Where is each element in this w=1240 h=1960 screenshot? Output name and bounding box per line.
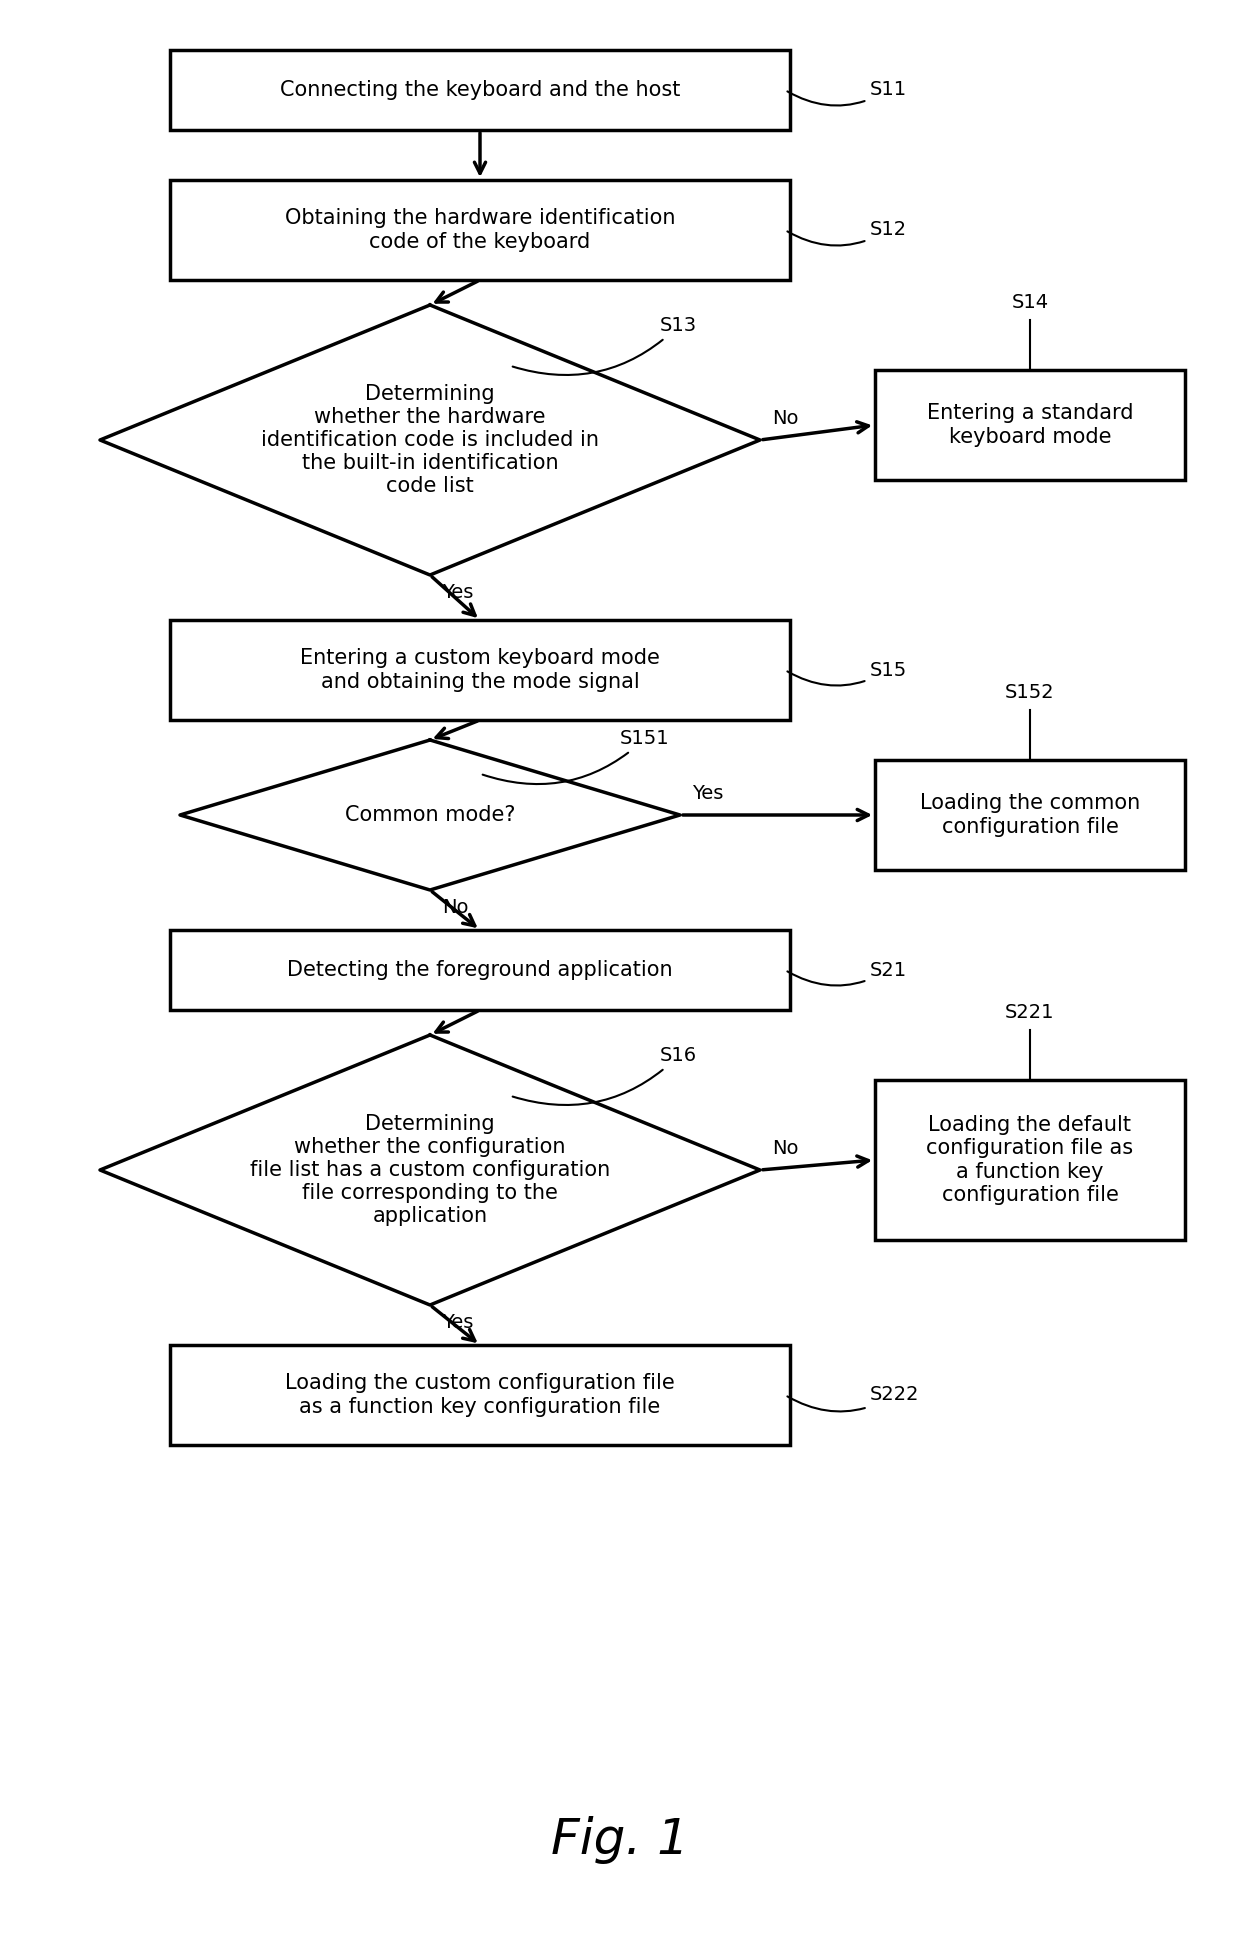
Text: Detecting the foreground application: Detecting the foreground application bbox=[288, 960, 673, 980]
Text: S222: S222 bbox=[787, 1386, 920, 1411]
Text: S221: S221 bbox=[1006, 1004, 1055, 1021]
Text: Yes: Yes bbox=[441, 582, 474, 602]
Text: Loading the default
configuration file as
a function key
configuration file: Loading the default configuration file a… bbox=[926, 1115, 1133, 1205]
Text: S21: S21 bbox=[787, 960, 908, 986]
FancyBboxPatch shape bbox=[875, 370, 1185, 480]
Text: S151: S151 bbox=[482, 729, 670, 784]
Text: S152: S152 bbox=[1006, 682, 1055, 702]
Text: S16: S16 bbox=[512, 1047, 697, 1105]
Polygon shape bbox=[100, 306, 760, 574]
Text: No: No bbox=[773, 1139, 799, 1158]
FancyBboxPatch shape bbox=[170, 619, 790, 719]
Text: S12: S12 bbox=[787, 220, 908, 245]
Text: Fig. 1: Fig. 1 bbox=[551, 1817, 689, 1864]
Text: Loading the custom configuration file
as a function key configuration file: Loading the custom configuration file as… bbox=[285, 1374, 675, 1417]
Text: No: No bbox=[441, 898, 469, 917]
Text: Determining
whether the hardware
identification code is included in
the built-in: Determining whether the hardware identif… bbox=[260, 384, 599, 496]
Text: S15: S15 bbox=[787, 661, 908, 686]
Polygon shape bbox=[100, 1035, 760, 1305]
Text: Determining
whether the configuration
file list has a custom configuration
file : Determining whether the configuration fi… bbox=[250, 1113, 610, 1227]
Text: Loading the common
configuration file: Loading the common configuration file bbox=[920, 794, 1140, 837]
FancyBboxPatch shape bbox=[170, 1345, 790, 1445]
Text: Obtaining the hardware identification
code of the keyboard: Obtaining the hardware identification co… bbox=[285, 208, 676, 251]
Text: Common mode?: Common mode? bbox=[345, 806, 516, 825]
Polygon shape bbox=[180, 741, 680, 890]
FancyBboxPatch shape bbox=[875, 760, 1185, 870]
Text: Yes: Yes bbox=[692, 784, 723, 804]
FancyBboxPatch shape bbox=[170, 929, 790, 1009]
Text: Entering a custom keyboard mode
and obtaining the mode signal: Entering a custom keyboard mode and obta… bbox=[300, 649, 660, 692]
Text: S14: S14 bbox=[1012, 292, 1049, 312]
Text: S11: S11 bbox=[787, 80, 908, 106]
FancyBboxPatch shape bbox=[875, 1080, 1185, 1241]
Text: No: No bbox=[773, 410, 799, 427]
Text: S13: S13 bbox=[512, 316, 697, 374]
FancyBboxPatch shape bbox=[170, 51, 790, 129]
Text: Yes: Yes bbox=[441, 1313, 474, 1333]
Text: Connecting the keyboard and the host: Connecting the keyboard and the host bbox=[280, 80, 681, 100]
Text: Entering a standard
keyboard mode: Entering a standard keyboard mode bbox=[926, 404, 1133, 447]
FancyBboxPatch shape bbox=[170, 180, 790, 280]
